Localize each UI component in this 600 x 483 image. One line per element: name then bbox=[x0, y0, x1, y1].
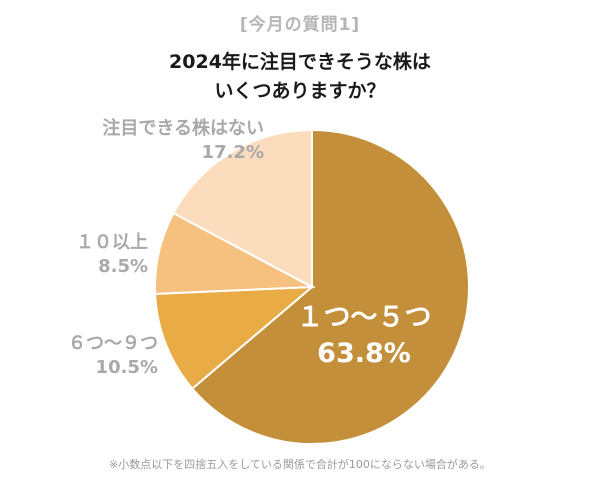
slice-label-1-5: １つ～５つ 63.8% bbox=[264, 300, 464, 372]
slice-value-none: 17.2% bbox=[201, 142, 264, 163]
pie-slice-none bbox=[172, 128, 313, 289]
chart-title-line-2: いくつありますか？ bbox=[214, 80, 386, 102]
chart-subtitle: [今月の質問1] bbox=[239, 15, 361, 35]
chart-title-line-1: 2024年に注目できそうな株は bbox=[169, 51, 431, 73]
slice-label-none: 注目できる株はない 17.2% bbox=[24, 117, 264, 165]
footnote: ※小数点以下を四捨五入をしている関係で合計が100にならない場合がある。 bbox=[109, 458, 491, 471]
slice-value-10-plus: 8.5% bbox=[98, 256, 148, 277]
pie-slice-10-plus bbox=[154, 211, 316, 295]
slice-category-1-5: １つ～５つ bbox=[296, 302, 432, 333]
slice-value-6-9: 10.5% bbox=[95, 357, 158, 378]
slice-category-10-plus: １０以上 bbox=[76, 232, 148, 253]
slice-category-6-9: ６つ～９つ bbox=[68, 333, 158, 354]
pie-slice-6-9 bbox=[154, 285, 315, 390]
slice-label-10-plus: １０以上 8.5% bbox=[0, 231, 148, 279]
chart-title: 2024年に注目できそうな株は いくつありますか？ bbox=[0, 48, 600, 106]
slice-value-1-5: 63.8% bbox=[317, 338, 411, 369]
slice-category-none: 注目できる株はない bbox=[102, 118, 264, 139]
slice-label-6-9: ６つ～９つ 10.5% bbox=[0, 332, 158, 380]
pie-slice-1-5 bbox=[190, 128, 470, 445]
